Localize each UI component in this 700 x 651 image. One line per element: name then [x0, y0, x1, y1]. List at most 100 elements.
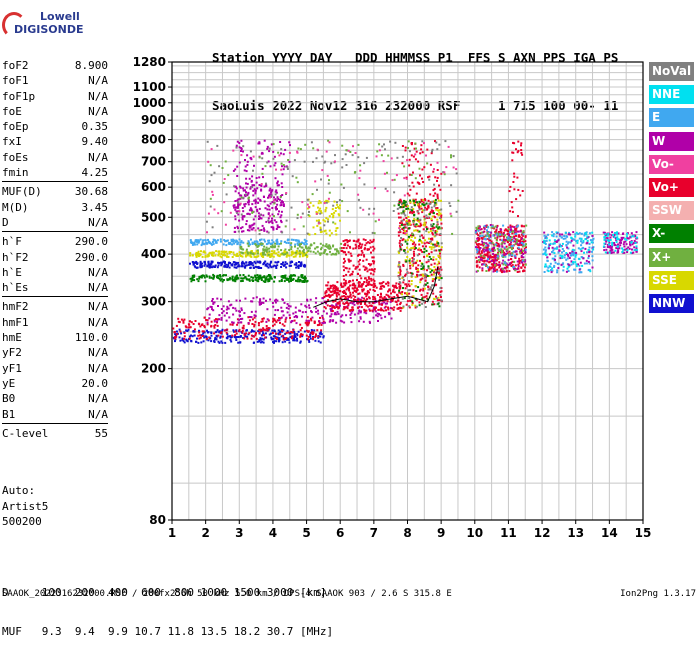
data-point: [263, 261, 266, 264]
data-point: [511, 159, 514, 162]
param-name: foEs: [2, 150, 29, 164]
data-point: [290, 206, 293, 209]
data-point: [281, 231, 284, 234]
data-point: [359, 206, 362, 209]
data-point: [310, 329, 313, 331]
data-point: [486, 251, 489, 254]
data-point: [357, 285, 360, 288]
data-point: [222, 274, 225, 277]
data-point: [430, 218, 433, 220]
data-point: [322, 322, 325, 325]
data-point: [280, 263, 283, 265]
data-point: [410, 283, 413, 286]
data-point: [485, 226, 488, 228]
data-point: [263, 139, 266, 142]
data-point: [234, 336, 237, 339]
data-point: [618, 247, 621, 250]
data-point: [219, 335, 222, 338]
data-point: [546, 256, 549, 259]
data-point: [363, 281, 366, 283]
data-point: [629, 251, 632, 254]
data-point: [323, 224, 326, 227]
data-point: [288, 280, 291, 283]
data-point: [246, 160, 249, 163]
data-point: [262, 297, 265, 300]
data-point: [358, 320, 361, 323]
data-point: [213, 332, 216, 335]
data-point: [346, 244, 349, 247]
data-point: [357, 198, 360, 201]
data-point: [431, 303, 434, 306]
data-point: [260, 320, 263, 323]
data-point: [305, 329, 308, 332]
data-point: [304, 245, 307, 248]
data-point: [266, 275, 269, 278]
data-point: [425, 261, 428, 264]
data-point: [485, 264, 488, 267]
data-point: [514, 228, 517, 231]
data-point: [204, 239, 207, 242]
data-point: [251, 262, 254, 265]
data-point: [306, 232, 309, 235]
data-point: [354, 243, 357, 246]
data-point: [301, 255, 304, 258]
data-point: [478, 237, 481, 240]
data-point: [321, 169, 324, 172]
param-row: h`Es N/A: [2, 280, 108, 295]
data-point: [220, 278, 223, 281]
data-point: [357, 253, 360, 256]
data-point: [517, 263, 520, 266]
data-point: [325, 217, 328, 220]
data-point: [361, 288, 364, 291]
data-point: [257, 243, 260, 246]
data-point: [328, 215, 331, 218]
data-point: [551, 234, 554, 237]
data-point: [210, 276, 213, 279]
data-point: [519, 240, 522, 243]
data-point: [332, 204, 335, 207]
data-point: [210, 254, 213, 257]
data-point: [322, 310, 325, 313]
data-point: [436, 244, 439, 247]
data-point: [411, 257, 414, 259]
data-point: [436, 230, 439, 233]
data-point: [503, 246, 506, 249]
data-point: [418, 200, 421, 203]
data-point: [296, 339, 299, 342]
data-point: [276, 196, 279, 199]
data-point: [348, 267, 351, 270]
data-point: [287, 304, 290, 307]
data-point: [233, 185, 236, 188]
data-point: [288, 314, 291, 317]
data-point: [225, 308, 228, 311]
data-point: [190, 321, 193, 324]
data-point: [271, 222, 274, 224]
data-point: [430, 206, 433, 209]
data-point: [257, 276, 260, 278]
data-point: [244, 264, 247, 267]
data-point: [268, 333, 271, 336]
data-point: [222, 279, 225, 281]
data-point: [443, 171, 446, 174]
data-point: [517, 140, 520, 143]
data-point: [183, 335, 186, 338]
data-point: [340, 249, 343, 252]
data-point: [615, 241, 618, 243]
data-point: [494, 257, 497, 260]
data-point: [512, 181, 515, 183]
data-point: [570, 263, 573, 266]
data-point: [368, 301, 371, 304]
data-point: [493, 266, 496, 269]
data-point: [368, 308, 371, 311]
data-point: [516, 176, 519, 179]
data-point: [432, 292, 435, 295]
data-point: [396, 293, 399, 296]
data-point: [487, 226, 490, 229]
data-point: [276, 336, 279, 339]
data-point: [241, 326, 244, 329]
data-point: [487, 258, 489, 261]
data-point: [310, 319, 313, 322]
data-point: [502, 224, 505, 227]
data-point: [203, 260, 206, 263]
data-point: [420, 224, 422, 227]
